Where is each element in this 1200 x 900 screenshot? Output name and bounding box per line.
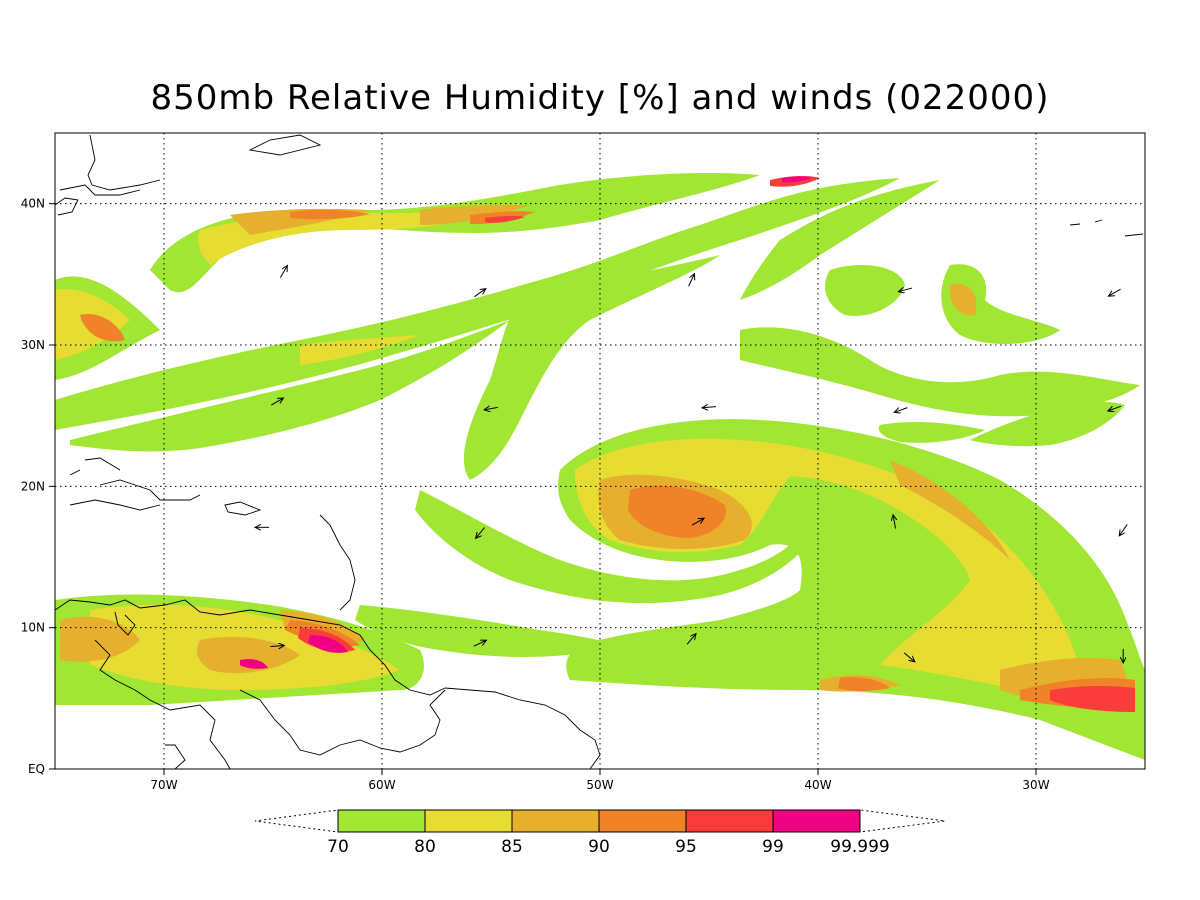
y-tick-label: 20N <box>21 479 45 493</box>
humidity-field <box>55 173 1145 760</box>
colorbar-label: 99.999 <box>830 837 889 857</box>
x-tick-label: 70W <box>150 778 177 792</box>
colorbar-extend-high <box>859 809 946 833</box>
wind-arrow <box>702 407 717 408</box>
wind-arrow <box>898 288 913 292</box>
grid-lines <box>55 133 1145 769</box>
wind-arrow <box>1108 405 1122 411</box>
colorbar-label: 95 <box>675 837 697 857</box>
colorbar: 70 80 85 90 95 99 99.999 <box>254 809 946 857</box>
colorbar-label: 90 <box>588 837 610 857</box>
colorbar-swatch <box>685 809 774 833</box>
map-title: 850mb Relative Humidity [%] and winds (0… <box>150 78 1050 118</box>
coastlines <box>55 134 1144 769</box>
colorbar-label: 70 <box>327 837 349 857</box>
colorbar-extend-low <box>254 809 339 833</box>
x-tick-label: 40W <box>804 778 831 792</box>
colorbar-label: 85 <box>501 837 523 857</box>
colorbar-swatch <box>337 809 426 833</box>
colorbar-label: 80 <box>414 837 436 857</box>
colorbar-swatch <box>511 809 600 833</box>
axes: 70W 60W 50W 40W 30W EQ 10N 20N 30N 40N <box>21 197 1050 792</box>
colorbar-swatch <box>772 809 861 833</box>
wind-arrow <box>474 289 485 298</box>
wind-arrow <box>893 515 895 529</box>
x-tick-label: 50W <box>586 778 613 792</box>
y-tick-label: 10N <box>21 621 45 635</box>
x-tick-label: 30W <box>1022 778 1049 792</box>
wind-arrow <box>270 645 284 646</box>
colorbar-swatch <box>424 809 513 833</box>
x-tick-label: 60W <box>368 778 395 792</box>
wind-arrow <box>271 398 283 406</box>
wind-vectors <box>255 265 1128 662</box>
wind-arrow <box>476 527 485 539</box>
y-tick-label: 30N <box>21 338 45 352</box>
wind-arrow <box>473 640 487 647</box>
wind-arrow <box>1119 524 1128 535</box>
colorbar-swatch <box>598 809 687 833</box>
y-tick-label: EQ <box>28 762 45 776</box>
colorbar-label: 99 <box>762 837 784 857</box>
rh-99-regions <box>240 176 812 669</box>
y-tick-label: 40N <box>21 197 45 211</box>
wind-arrow <box>894 407 908 413</box>
wind-arrow <box>903 652 915 662</box>
wind-arrow <box>688 274 695 287</box>
wind-arrow <box>279 265 287 278</box>
wind-arrow <box>1108 288 1121 296</box>
wind-arrow <box>686 634 696 645</box>
wind-arrow <box>691 518 704 526</box>
wind-arrow <box>484 407 498 409</box>
